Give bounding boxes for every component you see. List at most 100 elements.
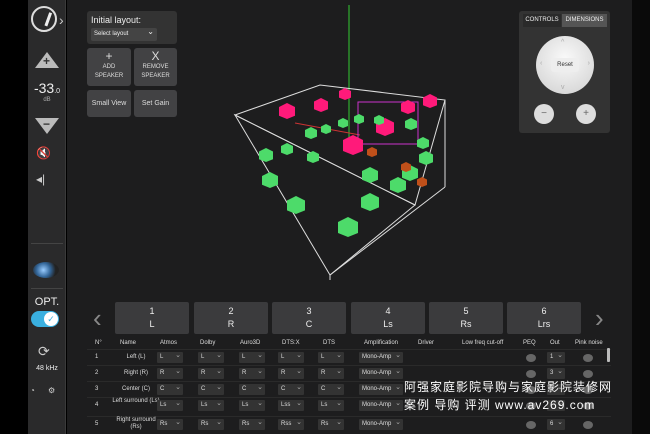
atmos-select[interactable]: Rs bbox=[157, 417, 183, 430]
speaker-cube[interactable] bbox=[338, 217, 358, 237]
tab-dimensions[interactable]: DIMENSIONS bbox=[562, 14, 607, 27]
table-scrollbar[interactable] bbox=[607, 348, 610, 362]
amplification-select[interactable]: Mono-Amp bbox=[359, 382, 403, 395]
speaker-cube[interactable] bbox=[374, 115, 384, 125]
out-select[interactable] bbox=[547, 398, 565, 411]
refresh-icon[interactable]: ⟳ bbox=[38, 343, 50, 359]
amplification-select[interactable]: Mono-Amp bbox=[359, 417, 403, 430]
atmos-select[interactable]: R bbox=[157, 366, 183, 379]
zoom-in-icon[interactable]: + bbox=[576, 104, 596, 124]
atmos-select[interactable]: L bbox=[157, 350, 183, 363]
dtsx-select[interactable]: R bbox=[278, 366, 304, 379]
dolby-select[interactable]: Rs bbox=[198, 417, 224, 430]
speaker-cube[interactable] bbox=[287, 196, 305, 214]
speaker-cube[interactable] bbox=[262, 172, 278, 188]
peq-icon[interactable] bbox=[526, 421, 536, 429]
dtsx-select[interactable]: Rss bbox=[278, 417, 304, 430]
speaker-cube[interactable] bbox=[281, 143, 293, 155]
auro3d-select[interactable]: Rs bbox=[239, 417, 265, 430]
arrow-down-icon[interactable]: v bbox=[561, 84, 565, 91]
peq-icon[interactable] bbox=[526, 370, 536, 378]
speaker-cube[interactable] bbox=[367, 147, 377, 157]
speaker-cube[interactable] bbox=[405, 118, 417, 130]
dtsx-select[interactable]: C bbox=[278, 382, 304, 395]
dts-select[interactable]: Rs bbox=[318, 417, 344, 430]
speaker-cube[interactable] bbox=[338, 118, 348, 128]
app-logo[interactable] bbox=[31, 6, 57, 32]
speaker-cube[interactable] bbox=[343, 135, 363, 155]
dtsx-select[interactable]: L bbox=[278, 350, 304, 363]
dts-select[interactable]: R bbox=[318, 366, 344, 379]
amplification-select[interactable]: Mono-Amp bbox=[359, 398, 403, 411]
speaker-cube[interactable] bbox=[307, 151, 319, 163]
dts-select[interactable]: Ls bbox=[318, 398, 344, 411]
speaker-cube[interactable] bbox=[361, 193, 379, 211]
speaker-source-icon[interactable] bbox=[33, 262, 59, 278]
volume-down-button[interactable]: − bbox=[35, 117, 59, 134]
remove-speaker-button[interactable]: X REMOVE SPEAKER bbox=[134, 48, 177, 86]
pink-noise-icon[interactable] bbox=[583, 421, 593, 429]
atmos-select[interactable]: C bbox=[157, 382, 183, 395]
out-select[interactable]: 5 bbox=[547, 382, 565, 395]
pink-noise-icon[interactable] bbox=[583, 402, 593, 410]
speaker-cube[interactable] bbox=[401, 100, 415, 114]
arrow-left-icon[interactable]: ‹ bbox=[540, 60, 543, 67]
out-select[interactable]: 6 bbox=[547, 417, 565, 430]
layout-select[interactable]: Select layout bbox=[91, 27, 157, 41]
auro3d-select[interactable]: C bbox=[239, 382, 265, 395]
speaker-cube[interactable] bbox=[401, 162, 411, 172]
dolby-select[interactable]: R bbox=[198, 366, 224, 379]
channels-prev-icon[interactable]: ‹ bbox=[93, 303, 102, 333]
speaker-cube[interactable] bbox=[417, 177, 427, 187]
add-speaker-button[interactable]: + ADD SPEAKER bbox=[87, 48, 131, 86]
speaker-cube[interactable] bbox=[417, 137, 429, 149]
speaker-cube[interactable] bbox=[339, 88, 351, 100]
chevron-right-icon[interactable]: › bbox=[59, 12, 64, 28]
amplification-select[interactable]: Mono-Amp bbox=[359, 350, 403, 363]
speaker-cube[interactable] bbox=[362, 167, 378, 183]
volume-up-button[interactable]: + bbox=[35, 52, 59, 68]
amplification-select[interactable]: Mono-Amp bbox=[359, 366, 403, 379]
settings-icon[interactable]: ⚙ bbox=[48, 386, 56, 395]
speaker-cube[interactable] bbox=[305, 127, 317, 139]
auro3d-select[interactable]: Ls bbox=[239, 398, 265, 411]
speaker-cube[interactable] bbox=[390, 177, 406, 193]
speaker-cube[interactable] bbox=[354, 114, 364, 124]
arrow-right-icon[interactable]: › bbox=[587, 60, 590, 67]
view-dpad[interactable]: ^ ‹ › v Reset bbox=[536, 36, 594, 94]
speaker-3d-view[interactable] bbox=[220, 5, 460, 280]
speaker-cube[interactable] bbox=[259, 148, 273, 162]
auro3d-select[interactable]: L bbox=[239, 350, 265, 363]
out-select[interactable]: 1 bbox=[547, 350, 565, 363]
atmos-select[interactable]: Ls bbox=[157, 398, 183, 411]
pink-noise-icon[interactable] bbox=[583, 354, 593, 362]
dts-select[interactable]: L bbox=[318, 350, 344, 363]
arrow-up-icon[interactable]: ^ bbox=[561, 39, 565, 46]
channel-card[interactable]: 4 Ls bbox=[351, 302, 425, 334]
zoom-out-icon[interactable]: − bbox=[534, 104, 554, 124]
dolby-select[interactable]: L bbox=[198, 350, 224, 363]
input-toggle[interactable] bbox=[31, 311, 59, 327]
channel-card[interactable]: 5 Rs bbox=[429, 302, 503, 334]
speaker-cube[interactable] bbox=[314, 98, 328, 112]
small-view-button[interactable]: Small View bbox=[87, 90, 131, 117]
set-gain-button[interactable]: Set Gain bbox=[134, 90, 177, 117]
dolby-select[interactable]: Ls bbox=[198, 398, 224, 411]
dolby-select[interactable]: C bbox=[198, 382, 224, 395]
peq-icon[interactable] bbox=[526, 402, 536, 410]
peq-icon[interactable] bbox=[526, 354, 536, 362]
pink-noise-icon[interactable] bbox=[583, 370, 593, 378]
auro3d-select[interactable]: R bbox=[239, 366, 265, 379]
out-select[interactable]: 3 bbox=[547, 366, 565, 379]
reset-button[interactable]: Reset bbox=[551, 58, 579, 72]
pink-noise-icon[interactable] bbox=[583, 386, 593, 394]
channels-next-icon[interactable]: › bbox=[595, 303, 604, 333]
